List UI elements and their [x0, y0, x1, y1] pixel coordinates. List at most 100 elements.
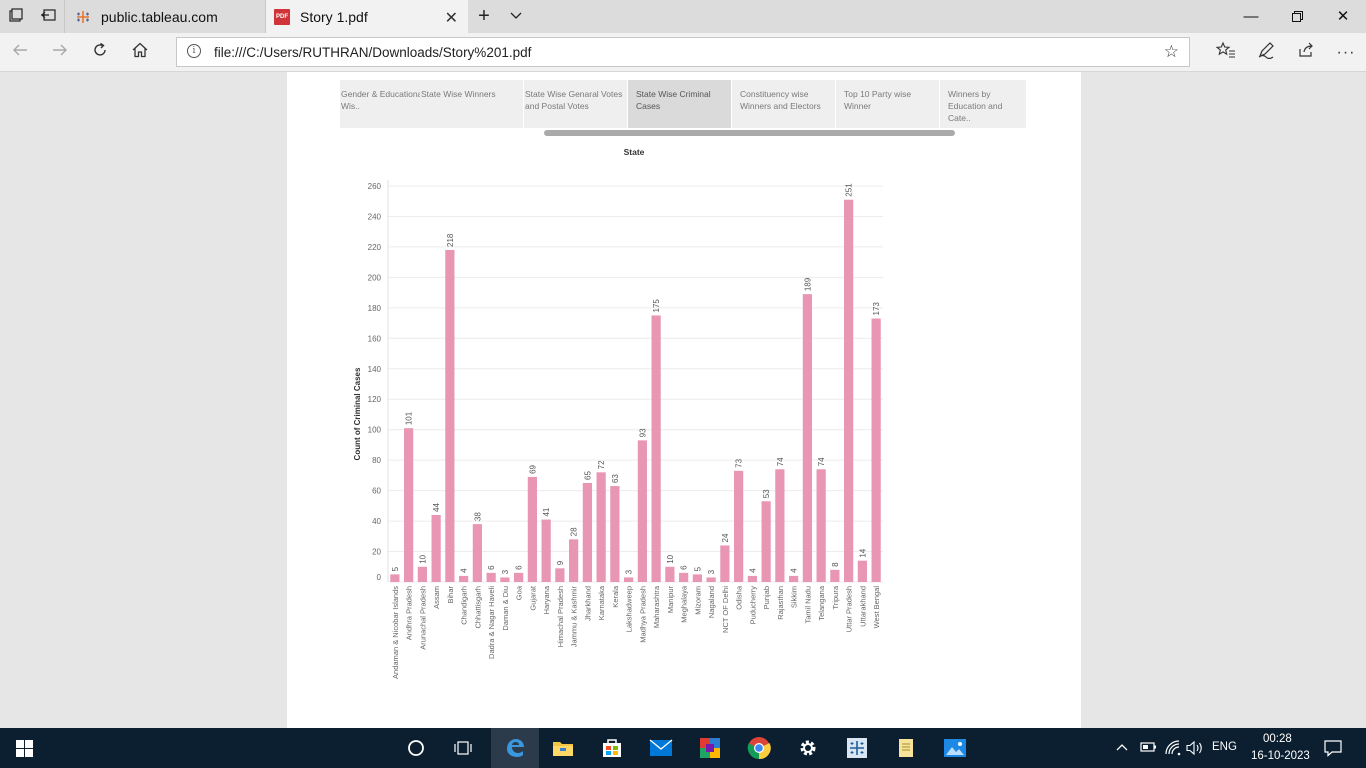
- tab-story-pdf[interactable]: PDF Story 1.pdf ✕: [266, 0, 468, 33]
- story-navigator: Gender & Educational Wis.. State Wise Wi…: [340, 80, 1027, 128]
- bar[interactable]: [844, 199, 854, 582]
- chevron-down-icon[interactable]: [508, 8, 524, 24]
- bar[interactable]: [596, 472, 606, 582]
- tab-actions-icon[interactable]: [8, 8, 24, 24]
- bar[interactable]: [445, 249, 455, 582]
- windows-start-icon[interactable]: [0, 728, 48, 768]
- bar[interactable]: [472, 524, 482, 582]
- bar[interactable]: [692, 574, 702, 582]
- bar[interactable]: [816, 469, 826, 582]
- x-tick-label: Dadra & Nagar Haveli: [487, 586, 496, 659]
- bar[interactable]: [775, 469, 785, 582]
- notepad-app-icon[interactable]: [882, 728, 930, 768]
- cortana-search-icon[interactable]: [392, 728, 440, 768]
- tab-title: public.tableau.com: [101, 8, 218, 25]
- more-icon[interactable]: ···: [1336, 44, 1356, 61]
- story-tab-5[interactable]: Constituency wise Winners and Electors: [732, 80, 836, 128]
- bar[interactable]: [417, 566, 427, 582]
- data-label: 5: [693, 566, 702, 571]
- share-icon[interactable]: [1294, 41, 1318, 65]
- bar[interactable]: [871, 318, 881, 582]
- close-tab-icon[interactable]: ✕: [444, 10, 458, 27]
- tab-tableau[interactable]: public.tableau.com: [64, 0, 266, 33]
- bar[interactable]: [404, 428, 414, 582]
- story-scrollbar[interactable]: [544, 130, 955, 136]
- data-label: 4: [460, 568, 469, 573]
- bar[interactable]: [431, 514, 441, 582]
- forward-icon[interactable]: [48, 41, 72, 65]
- wifi-icon[interactable]: [1164, 740, 1182, 759]
- back-icon[interactable]: [8, 41, 32, 65]
- data-label: 175: [652, 299, 661, 313]
- show-hidden-icons-icon[interactable]: [1115, 740, 1129, 757]
- x-tick-label: Daman & Diu: [501, 586, 510, 631]
- set-tabs-aside-icon[interactable]: [40, 8, 56, 24]
- language-indicator[interactable]: ENG: [1212, 741, 1237, 753]
- office-app-icon[interactable]: [686, 728, 734, 768]
- favorite-star-icon[interactable]: ☆: [1163, 42, 1179, 61]
- mail-icon[interactable]: [637, 728, 685, 768]
- bar[interactable]: [761, 501, 771, 582]
- settings-gear-icon[interactable]: [784, 728, 832, 768]
- tableau-app-icon[interactable]: [833, 728, 881, 768]
- criminal-cases-chart: State Count of Criminal Cases 0 20 40 60 80 1…: [287, 142, 1081, 728]
- tableau-icon: [75, 9, 91, 25]
- story-tab-3[interactable]: State Wise Genaral Votes and Postal Vote…: [524, 80, 628, 128]
- new-tab-icon[interactable]: +: [478, 5, 490, 27]
- battery-icon[interactable]: [1140, 740, 1158, 757]
- bar[interactable]: [610, 486, 620, 582]
- bar[interactable]: [541, 519, 551, 582]
- bar[interactable]: [624, 577, 634, 582]
- task-view-icon[interactable]: [440, 728, 488, 768]
- bar[interactable]: [390, 574, 400, 582]
- edge-browser-icon[interactable]: [491, 728, 539, 768]
- volume-icon[interactable]: [1186, 740, 1204, 759]
- story-tab-7[interactable]: Winners by Education and Cate..: [940, 80, 1027, 128]
- bar[interactable]: [582, 483, 592, 582]
- bar[interactable]: [665, 566, 675, 582]
- bar[interactable]: [651, 315, 661, 582]
- bar[interactable]: [857, 560, 867, 582]
- bar[interactable]: [514, 572, 524, 582]
- bar[interactable]: [500, 577, 510, 582]
- photos-app-icon[interactable]: [931, 728, 979, 768]
- bar[interactable]: [747, 575, 757, 582]
- y-tick-label: 140: [368, 365, 382, 374]
- bar[interactable]: [637, 440, 647, 582]
- home-icon[interactable]: [128, 41, 152, 65]
- x-tick-label: Haryana: [542, 585, 551, 614]
- data-label: 9: [556, 560, 565, 565]
- bar[interactable]: [486, 572, 496, 582]
- bar[interactable]: [569, 539, 579, 582]
- pen-icon[interactable]: [1254, 41, 1278, 65]
- chrome-icon[interactable]: [735, 728, 783, 768]
- notification-center-icon[interactable]: [1324, 739, 1342, 760]
- close-window-button[interactable]: ✕: [1336, 8, 1350, 25]
- bar[interactable]: [789, 575, 799, 582]
- story-tab-6[interactable]: Top 10 Party wise Winner: [836, 80, 940, 128]
- bar[interactable]: [459, 575, 469, 582]
- bar[interactable]: [527, 476, 537, 582]
- bar[interactable]: [802, 294, 812, 582]
- data-label: 41: [542, 507, 551, 516]
- bar[interactable]: [734, 470, 744, 582]
- clock-time[interactable]: 00:28: [1263, 733, 1292, 745]
- microsoft-store-icon[interactable]: [588, 728, 636, 768]
- restore-button[interactable]: [1274, 0, 1320, 33]
- bar[interactable]: [720, 545, 730, 582]
- bar[interactable]: [679, 572, 689, 582]
- address-url[interactable]: file:///C:/Users/RUTHRAN/Downloads/Story…: [214, 45, 532, 60]
- x-tick-label: Telangana: [817, 585, 826, 620]
- clock-date[interactable]: 16-10-2023: [1251, 750, 1310, 762]
- story-tab-4[interactable]: State Wise Criminal Cases: [628, 80, 732, 128]
- minimize-button[interactable]: —: [1243, 8, 1259, 25]
- refresh-icon[interactable]: [88, 41, 112, 65]
- favorites-icon[interactable]: [1214, 41, 1238, 65]
- address-bar[interactable]: i file:///C:/Users/RUTHRAN/Downloads/Sto…: [176, 37, 1190, 67]
- bar[interactable]: [555, 568, 565, 582]
- file-explorer-icon[interactable]: [539, 728, 587, 768]
- bar[interactable]: [706, 577, 716, 582]
- story-tab-2[interactable]: State Wise Winners: [420, 80, 524, 128]
- bar[interactable]: [830, 569, 840, 582]
- info-icon[interactable]: i: [187, 44, 201, 58]
